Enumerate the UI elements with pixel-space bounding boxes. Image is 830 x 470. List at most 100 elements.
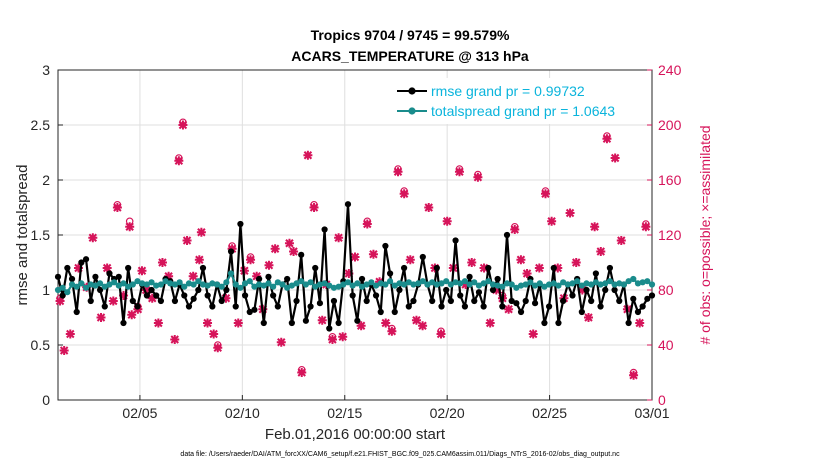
point-rmse <box>550 264 557 272</box>
point-totalspread <box>368 279 375 286</box>
obs-assimilated-marker <box>565 208 575 218</box>
point-rmse <box>73 308 80 316</box>
point-rmse <box>284 275 291 283</box>
point-totalspread <box>270 283 277 290</box>
point-totalspread <box>326 282 333 289</box>
point-totalspread <box>73 283 80 290</box>
point-rmse <box>485 264 492 272</box>
point-totalspread <box>302 281 309 288</box>
point-rmse <box>438 303 445 310</box>
point-rmse <box>517 308 525 316</box>
point-totalspread <box>401 281 408 288</box>
point-totalspread <box>569 280 576 287</box>
point-totalspread <box>410 281 417 288</box>
obs-assimilated-marker <box>96 313 106 322</box>
obs-assimilated-marker <box>178 120 188 130</box>
point-totalspread <box>592 279 599 286</box>
obs-assimilated-marker <box>289 247 299 256</box>
legend: rmse grand pr = 0.99732 totalspread gran… <box>393 78 647 124</box>
point-rmse <box>354 317 361 324</box>
point-totalspread <box>298 278 305 285</box>
point-totalspread <box>433 281 440 288</box>
point-rmse <box>616 297 623 305</box>
point-rmse <box>363 297 370 305</box>
point-totalspread <box>424 281 431 288</box>
obs-assimilated-marker <box>436 329 446 339</box>
point-rmse <box>583 286 590 294</box>
point-rmse <box>87 297 94 305</box>
point-rmse <box>59 292 66 299</box>
point-rmse <box>260 319 267 327</box>
point-rmse <box>307 303 314 310</box>
point-totalspread <box>550 280 557 287</box>
obs-assimilated-marker <box>203 318 213 328</box>
y-right-tick-label: 0 <box>658 392 666 408</box>
point-rmse <box>522 297 529 305</box>
series-lines <box>54 201 656 332</box>
obs-assimilated-marker <box>127 310 137 320</box>
point-totalspread <box>503 280 511 287</box>
point-totalspread <box>176 279 183 286</box>
point-rmse <box>377 308 384 316</box>
point-rmse <box>251 306 258 313</box>
obs-assimilated-marker <box>137 266 147 276</box>
obs-assimilated-marker <box>516 255 526 265</box>
point-rmse <box>148 286 155 294</box>
obs-assimilated-marker <box>635 318 645 328</box>
point-totalspread <box>522 281 529 288</box>
point-rmse <box>199 264 207 272</box>
point-rmse <box>326 325 333 332</box>
point-totalspread <box>508 281 515 288</box>
point-totalspread <box>125 283 132 290</box>
obs-assimilated-marker <box>473 172 483 182</box>
obs-assimilated-marker <box>399 189 409 199</box>
legend-label-rmse: rmse grand pr = 0.99732 <box>431 83 585 99</box>
point-rmse <box>344 201 352 208</box>
obs-assimilated-marker <box>112 203 122 212</box>
x-axis: 02/05 02/10 02/15 02/20 02/25 03/01 <box>122 395 670 421</box>
point-rmse <box>494 275 501 283</box>
point-totalspread <box>293 280 300 287</box>
point-totalspread <box>115 282 122 289</box>
obs-assimilated-marker <box>174 156 184 166</box>
point-rmse <box>513 300 520 307</box>
obs-assimilated-marker <box>182 236 192 245</box>
point-rmse <box>541 319 548 327</box>
obs-assimilated-marker <box>368 249 378 259</box>
point-totalspread <box>447 281 454 288</box>
point-rmse <box>171 297 179 305</box>
point-rmse <box>639 303 646 310</box>
point-totalspread <box>391 282 398 289</box>
obs-assimilated-marker <box>147 293 157 303</box>
point-totalspread <box>616 280 623 287</box>
point-totalspread <box>372 282 380 289</box>
point-rmse <box>578 308 585 316</box>
legend-label-totalspread: totalspread grand pr = 1.0643 <box>431 103 615 119</box>
point-totalspread <box>639 279 646 286</box>
point-totalspread <box>452 279 459 286</box>
point-totalspread <box>316 281 324 288</box>
point-rmse <box>120 319 127 327</box>
point-totalspread <box>246 278 253 285</box>
obs-assimilated-marker <box>270 244 280 254</box>
point-totalspread <box>485 278 492 285</box>
point-totalspread <box>527 279 534 286</box>
point-totalspread <box>68 281 76 288</box>
obs-assimilated-marker <box>424 203 434 212</box>
point-rmse <box>115 273 122 280</box>
obs-assimilated-marker <box>381 318 391 328</box>
point-totalspread <box>218 283 225 290</box>
point-rmse <box>134 303 141 310</box>
x-tick-label: 02/25 <box>532 405 567 421</box>
point-rmse <box>443 286 450 294</box>
obs-assimilated-marker <box>510 225 520 234</box>
obs-assimilated-marker <box>547 216 557 226</box>
obs-assimilated-marker <box>264 260 274 270</box>
point-totalspread <box>209 280 216 287</box>
point-totalspread <box>536 280 543 287</box>
point-rmse <box>54 273 62 280</box>
point-totalspread <box>157 281 164 288</box>
point-totalspread <box>541 283 548 290</box>
y-axis-right-label: # of obs: o=possible; ×=assimilated <box>697 125 713 344</box>
point-totalspread <box>620 281 628 288</box>
